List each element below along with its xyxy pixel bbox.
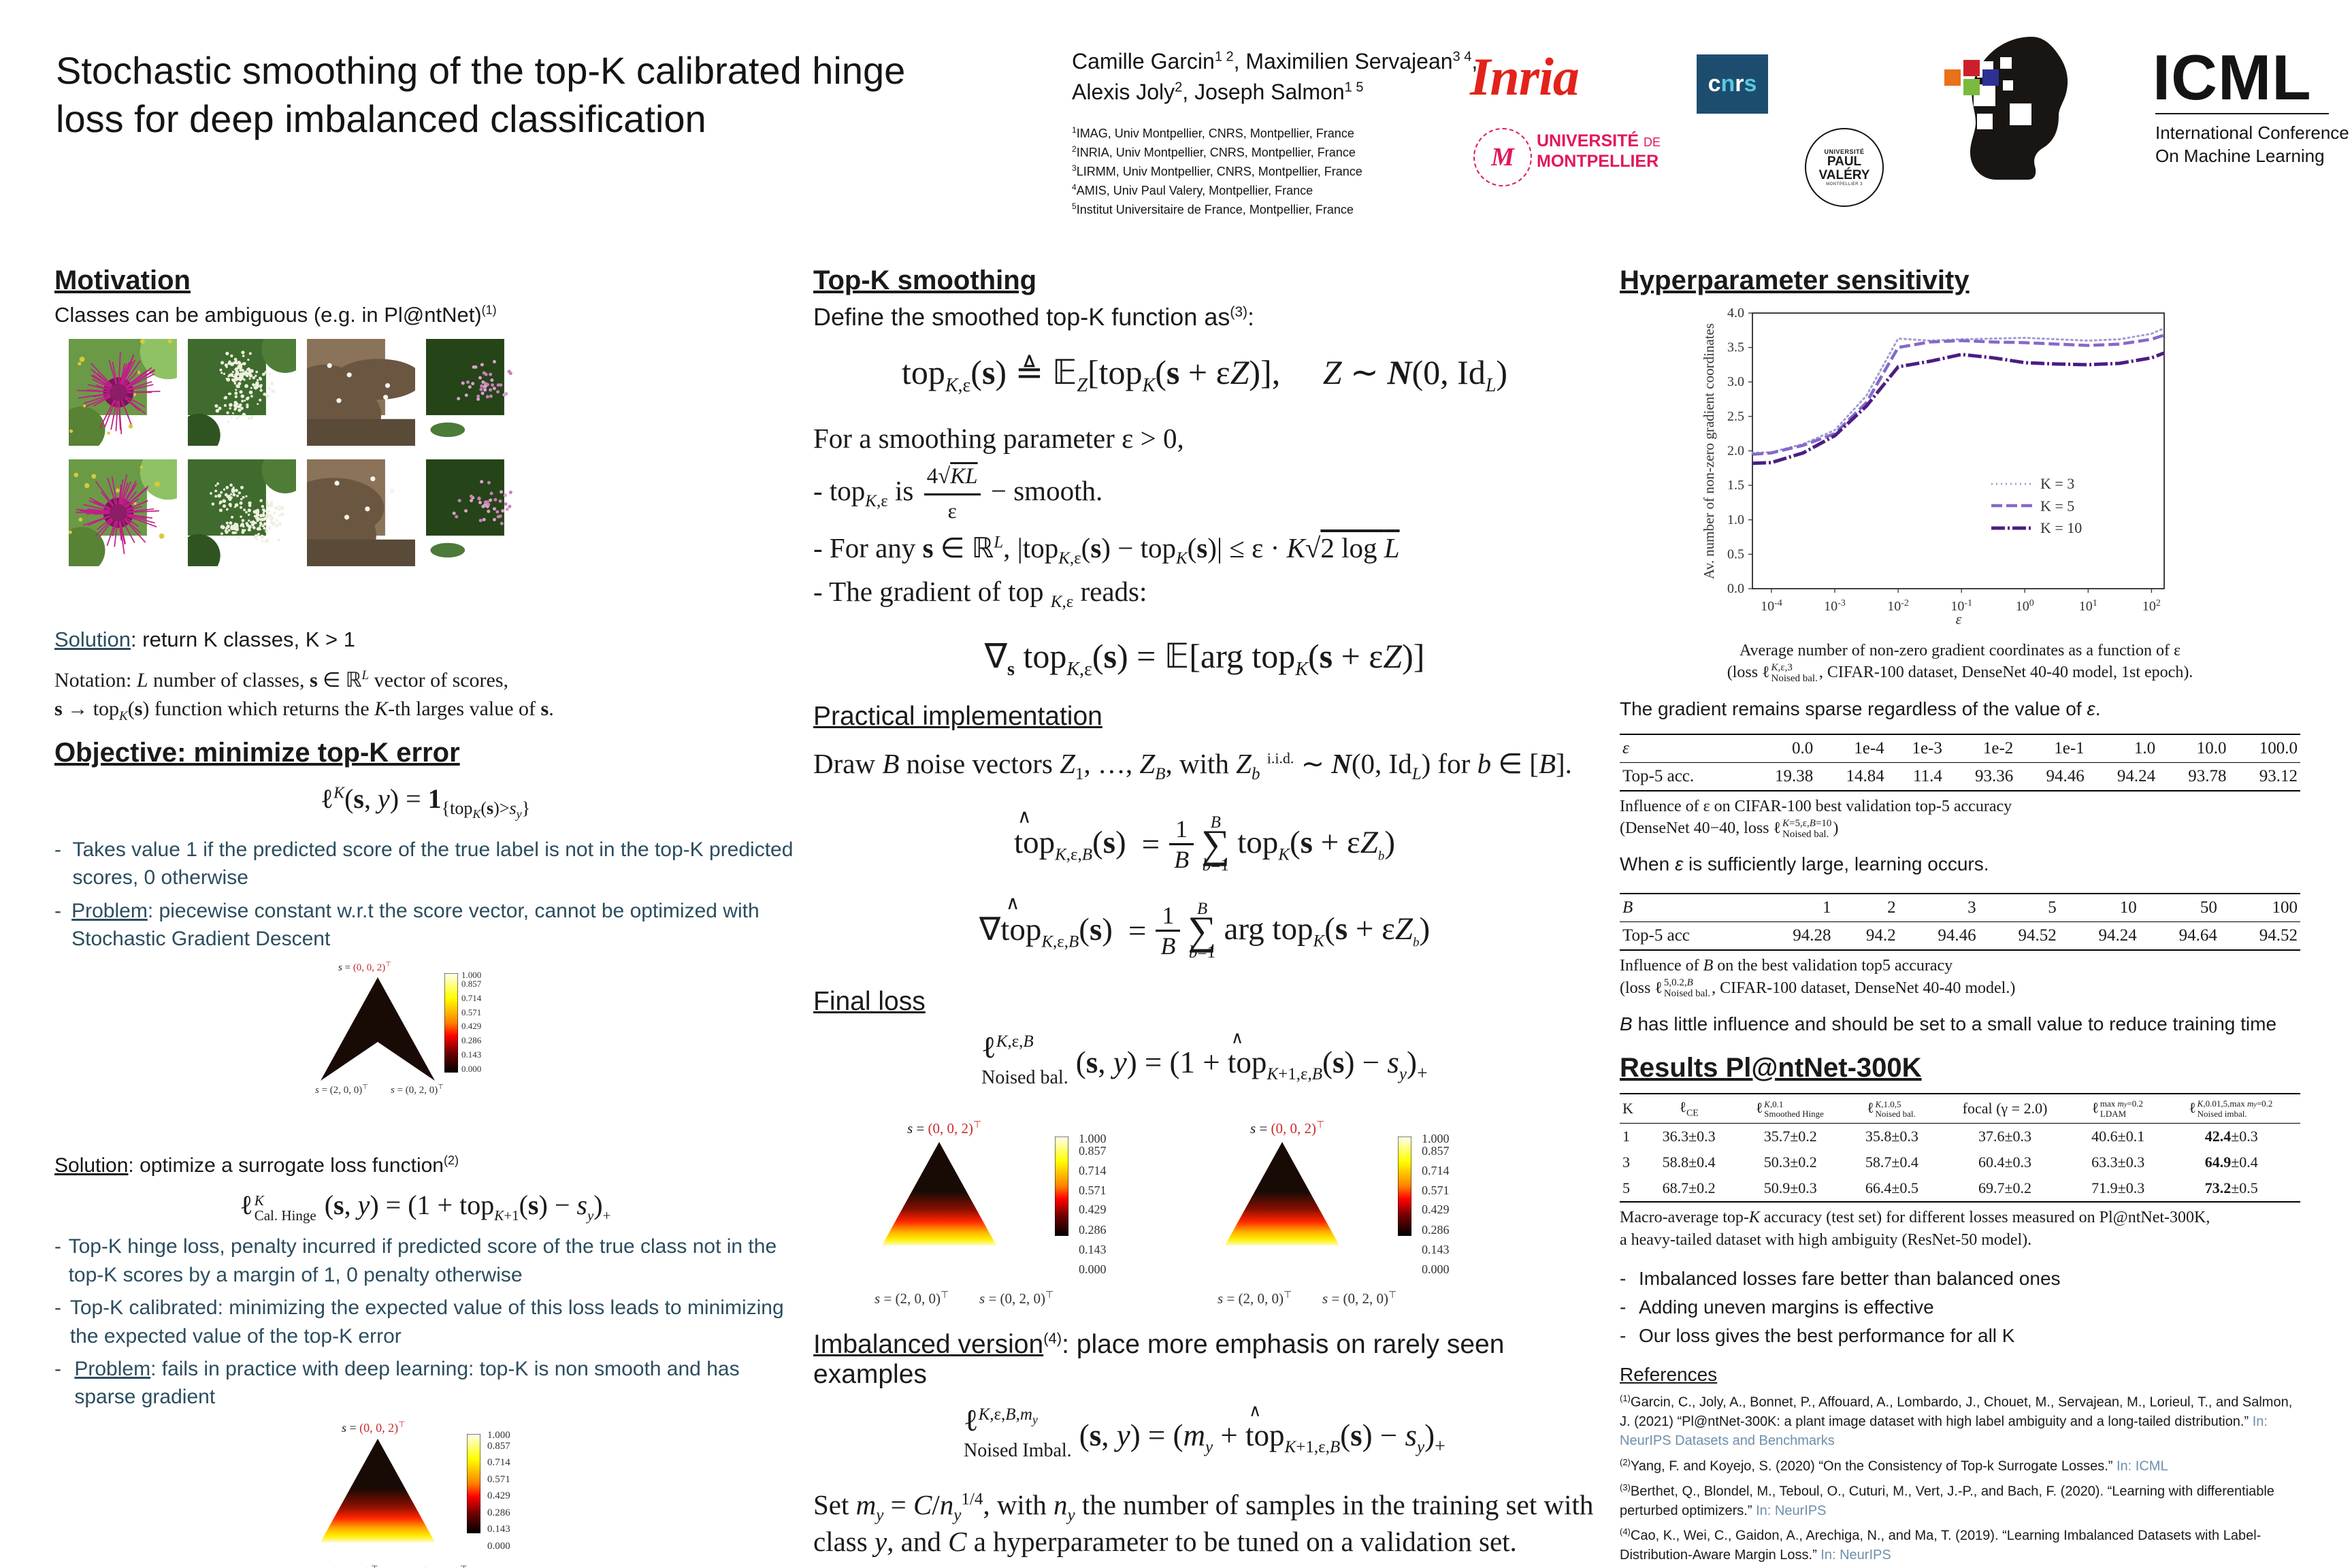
svg-text:100: 100 <box>2016 598 2034 615</box>
svg-text:10-4: 10-4 <box>1761 598 1782 615</box>
svg-text:K = 3: K = 3 <box>2040 475 2074 492</box>
svg-text:1.0: 1.0 <box>1727 512 1744 527</box>
svg-text:10-3: 10-3 <box>1824 598 1846 615</box>
svg-text:K = 5: K = 5 <box>2040 497 2074 514</box>
svg-text:ε: ε <box>1956 610 1962 627</box>
svg-text:K = 10: K = 10 <box>2040 519 2082 536</box>
svg-text:102: 102 <box>2142 598 2161 615</box>
svg-text:0.0: 0.0 <box>1727 581 1744 596</box>
svg-text:10-2: 10-2 <box>1887 598 1909 615</box>
svg-text:1.5: 1.5 <box>1727 478 1744 493</box>
svg-text:Av. number of non-zero gradien: Av. number of non-zero gradient coordina… <box>1701 323 1717 579</box>
svg-text:0.5: 0.5 <box>1727 546 1744 561</box>
svg-text:101: 101 <box>2079 598 2097 615</box>
svg-text:2.0: 2.0 <box>1727 444 1744 459</box>
svg-text:2.5: 2.5 <box>1727 409 1744 424</box>
svg-text:4.0: 4.0 <box>1727 306 1744 321</box>
svg-text:3.5: 3.5 <box>1727 340 1744 355</box>
svg-text:3.0: 3.0 <box>1727 374 1744 389</box>
